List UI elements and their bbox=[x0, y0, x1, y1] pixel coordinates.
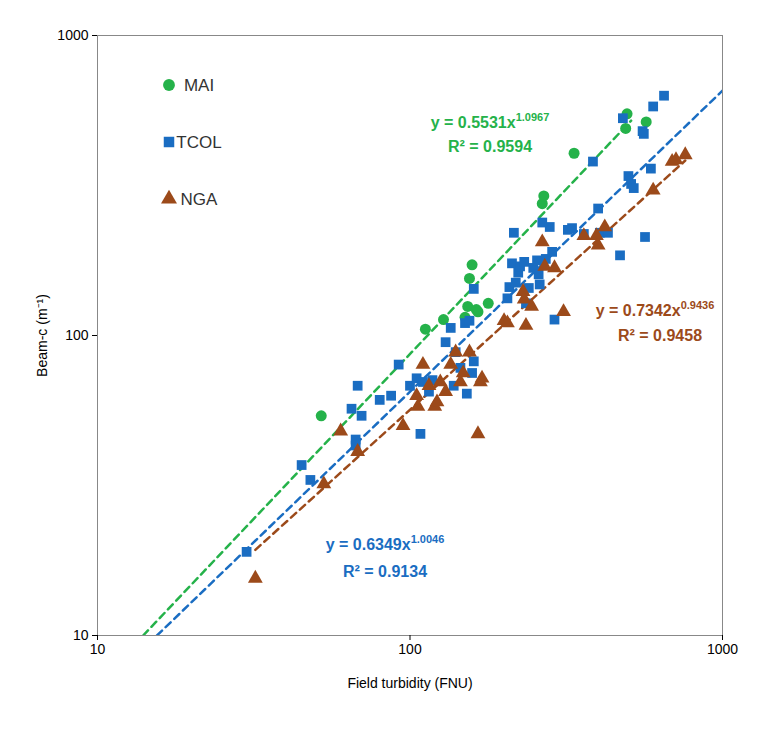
svg-text:R² = 0.9134: R² = 0.9134 bbox=[343, 563, 427, 580]
svg-text:y = 0.5531x1.0967: y = 0.5531x1.0967 bbox=[431, 111, 550, 131]
svg-text:100: 100 bbox=[65, 327, 89, 343]
svg-text:NGA: NGA bbox=[181, 190, 219, 209]
svg-text:10: 10 bbox=[90, 641, 106, 657]
svg-text:R² = 0.9594: R² = 0.9594 bbox=[448, 138, 532, 155]
svg-text:Field turbidity (FNU): Field turbidity (FNU) bbox=[347, 675, 472, 691]
svg-text:y = 0.6349x1.0046: y = 0.6349x1.0046 bbox=[326, 533, 445, 553]
svg-text:1000: 1000 bbox=[57, 27, 88, 43]
svg-text:10: 10 bbox=[73, 627, 89, 643]
svg-text:R² = 0.9458: R² = 0.9458 bbox=[618, 327, 702, 344]
svg-text:y = 0.7342x0.9436: y = 0.7342x0.9436 bbox=[596, 299, 715, 319]
svg-text:1000: 1000 bbox=[707, 641, 738, 657]
svg-text:100: 100 bbox=[398, 641, 422, 657]
svg-text:MAI: MAI bbox=[184, 76, 214, 95]
svg-text:TCOL: TCOL bbox=[176, 133, 221, 152]
svg-text:Beam-c (m⁻¹): Beam-c (m⁻¹) bbox=[34, 294, 50, 377]
